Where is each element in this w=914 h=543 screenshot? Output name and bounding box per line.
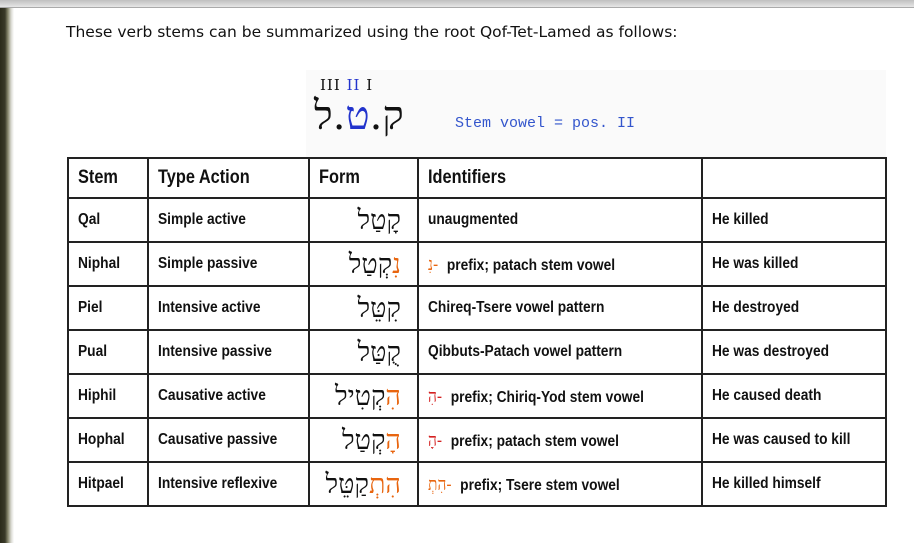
cell-meaning: He was caused to kill bbox=[701, 417, 887, 463]
identifier-text: Qibbuts-Patach vowel pattern bbox=[427, 343, 623, 360]
identifier-text: prefix; Tsere stem vowel bbox=[460, 476, 620, 494]
cell-stem: Hophal bbox=[67, 417, 149, 463]
identifier-prefix: -נִ bbox=[427, 253, 439, 275]
cell-form: קָטַל bbox=[308, 197, 419, 243]
table-row: Hitpael Intensive reflexive הִתְקַטֵּל -… bbox=[67, 461, 887, 507]
cell-stem: Qal bbox=[67, 197, 149, 243]
separator: . bbox=[332, 93, 346, 139]
header-meaning bbox=[701, 157, 887, 199]
cell-identifiers: -נִ prefix; patach stem vowel bbox=[416, 241, 704, 287]
root-letters: ק.ט.ל bbox=[314, 92, 404, 139]
cell-meaning: He caused death bbox=[701, 373, 887, 419]
form-rest: קְטִיל bbox=[334, 380, 386, 412]
identifier-text: prefix; Chiriq-Yod stem vowel bbox=[450, 388, 644, 406]
identifier-text: prefix; patach stem vowel bbox=[446, 256, 616, 274]
cell-type-action: Intensive passive bbox=[146, 329, 311, 375]
root-tet: ט bbox=[345, 93, 370, 139]
root-lamed: ל bbox=[314, 93, 333, 139]
form-prefix: הִ bbox=[385, 380, 401, 412]
identifier-prefix: -הָ bbox=[427, 429, 443, 451]
cell-form: הִתְקַטֵּל bbox=[308, 461, 419, 507]
stem-note: Stem vowel = pos. II bbox=[455, 115, 636, 132]
cell-type-action: Causative passive bbox=[146, 417, 311, 463]
form-rest: קְטַל bbox=[348, 248, 393, 280]
header-form: Form bbox=[308, 157, 419, 199]
position-iii: III bbox=[320, 76, 341, 94]
table-row: Hiphil Causative active הִקְטִיל -הִ pref… bbox=[67, 373, 887, 419]
cell-stem: Hiphil bbox=[67, 373, 149, 419]
cell-type-action: Simple active bbox=[146, 197, 311, 243]
table-row: Qal Simple active קָטַל unaugmented He k… bbox=[67, 197, 887, 243]
cell-stem: Piel bbox=[67, 285, 149, 331]
cell-meaning: He was killed bbox=[701, 241, 887, 287]
table-row: Hophal Causative passive הָקְטַל -הָ pref… bbox=[67, 417, 887, 463]
form-rest: קָטַל bbox=[357, 204, 401, 236]
identifier-text: prefix; patach stem vowel bbox=[450, 432, 619, 450]
cell-meaning: He was destroyed bbox=[701, 329, 887, 375]
form-rest: קִטֵּל bbox=[357, 292, 401, 324]
cell-identifiers: Qibbuts-Patach vowel pattern bbox=[416, 329, 704, 375]
position-ii: II bbox=[346, 76, 361, 94]
cell-form: קִטֵּל bbox=[308, 285, 419, 331]
window-left-edge bbox=[0, 8, 14, 543]
table-row: Niphal Simple passive נִקְטַל -נִ prefix;… bbox=[67, 241, 887, 287]
identifier-prefix: -הִתְ bbox=[427, 473, 452, 495]
identifier-text: Chireq-Tsere vowel pattern bbox=[427, 299, 605, 316]
identifier-prefix: -הִ bbox=[427, 385, 443, 407]
cell-type-action: Simple passive bbox=[146, 241, 311, 287]
cell-form: קֻטַּל bbox=[308, 329, 419, 375]
table-header-row: Stem Type Action Form Identifiers bbox=[67, 157, 887, 199]
table-row: Pual Intensive passive קֻטַּל Qibbuts-Pa… bbox=[67, 329, 887, 375]
cell-stem: Pual bbox=[67, 329, 149, 375]
cell-type-action: Intensive reflexive bbox=[146, 461, 311, 507]
cell-form: הָקְטַל bbox=[308, 417, 419, 463]
form-prefix: נִ bbox=[392, 248, 401, 280]
cell-form: נִקְטַל bbox=[308, 241, 419, 287]
verb-stems-table: Stem Type Action Form Identifiers Qal Si… bbox=[67, 157, 887, 507]
identifier-text: unaugmented bbox=[427, 211, 519, 228]
cell-identifiers: -הִתְ prefix; Tsere stem vowel bbox=[416, 461, 704, 507]
root-diagram: III II I ק.ט.ל Stem vowel = pos. II bbox=[306, 70, 886, 158]
intro-text: These verb stems can be summarized using… bbox=[66, 23, 678, 41]
header-stem: Stem bbox=[67, 157, 149, 199]
root-qof: ק bbox=[382, 93, 404, 139]
cell-type-action: Causative active bbox=[146, 373, 311, 419]
form-rest: קְטַל bbox=[342, 424, 386, 456]
cell-type-action: Intensive active bbox=[146, 285, 311, 331]
position-i: I bbox=[366, 76, 374, 94]
form-rest: קֻטַּל bbox=[357, 336, 401, 368]
position-labels: III II I bbox=[320, 76, 373, 94]
cell-meaning: He destroyed bbox=[701, 285, 887, 331]
form-prefix: הִתְ bbox=[368, 468, 401, 500]
cell-identifiers: unaugmented bbox=[416, 197, 704, 243]
separator: . bbox=[369, 93, 383, 139]
header-type-action: Type Action bbox=[146, 157, 311, 199]
form-rest: קַטֵּל bbox=[325, 468, 369, 500]
cell-identifiers: -הָ prefix; patach stem vowel bbox=[416, 417, 704, 463]
cell-identifiers: Chireq-Tsere vowel pattern bbox=[416, 285, 704, 331]
header-identifiers: Identifiers bbox=[416, 157, 704, 199]
form-prefix: הָ bbox=[385, 424, 401, 456]
cell-stem: Niphal bbox=[67, 241, 149, 287]
table-row: Piel Intensive active קִטֵּל Chireq-Tser… bbox=[67, 285, 887, 331]
cell-form: הִקְטִיל bbox=[308, 373, 419, 419]
cell-meaning: He killed himself bbox=[701, 461, 887, 507]
cell-meaning: He killed bbox=[701, 197, 887, 243]
window-top-bar bbox=[0, 0, 914, 8]
cell-stem: Hitpael bbox=[67, 461, 149, 507]
cell-identifiers: -הִ prefix; Chiriq-Yod stem vowel bbox=[416, 373, 704, 419]
